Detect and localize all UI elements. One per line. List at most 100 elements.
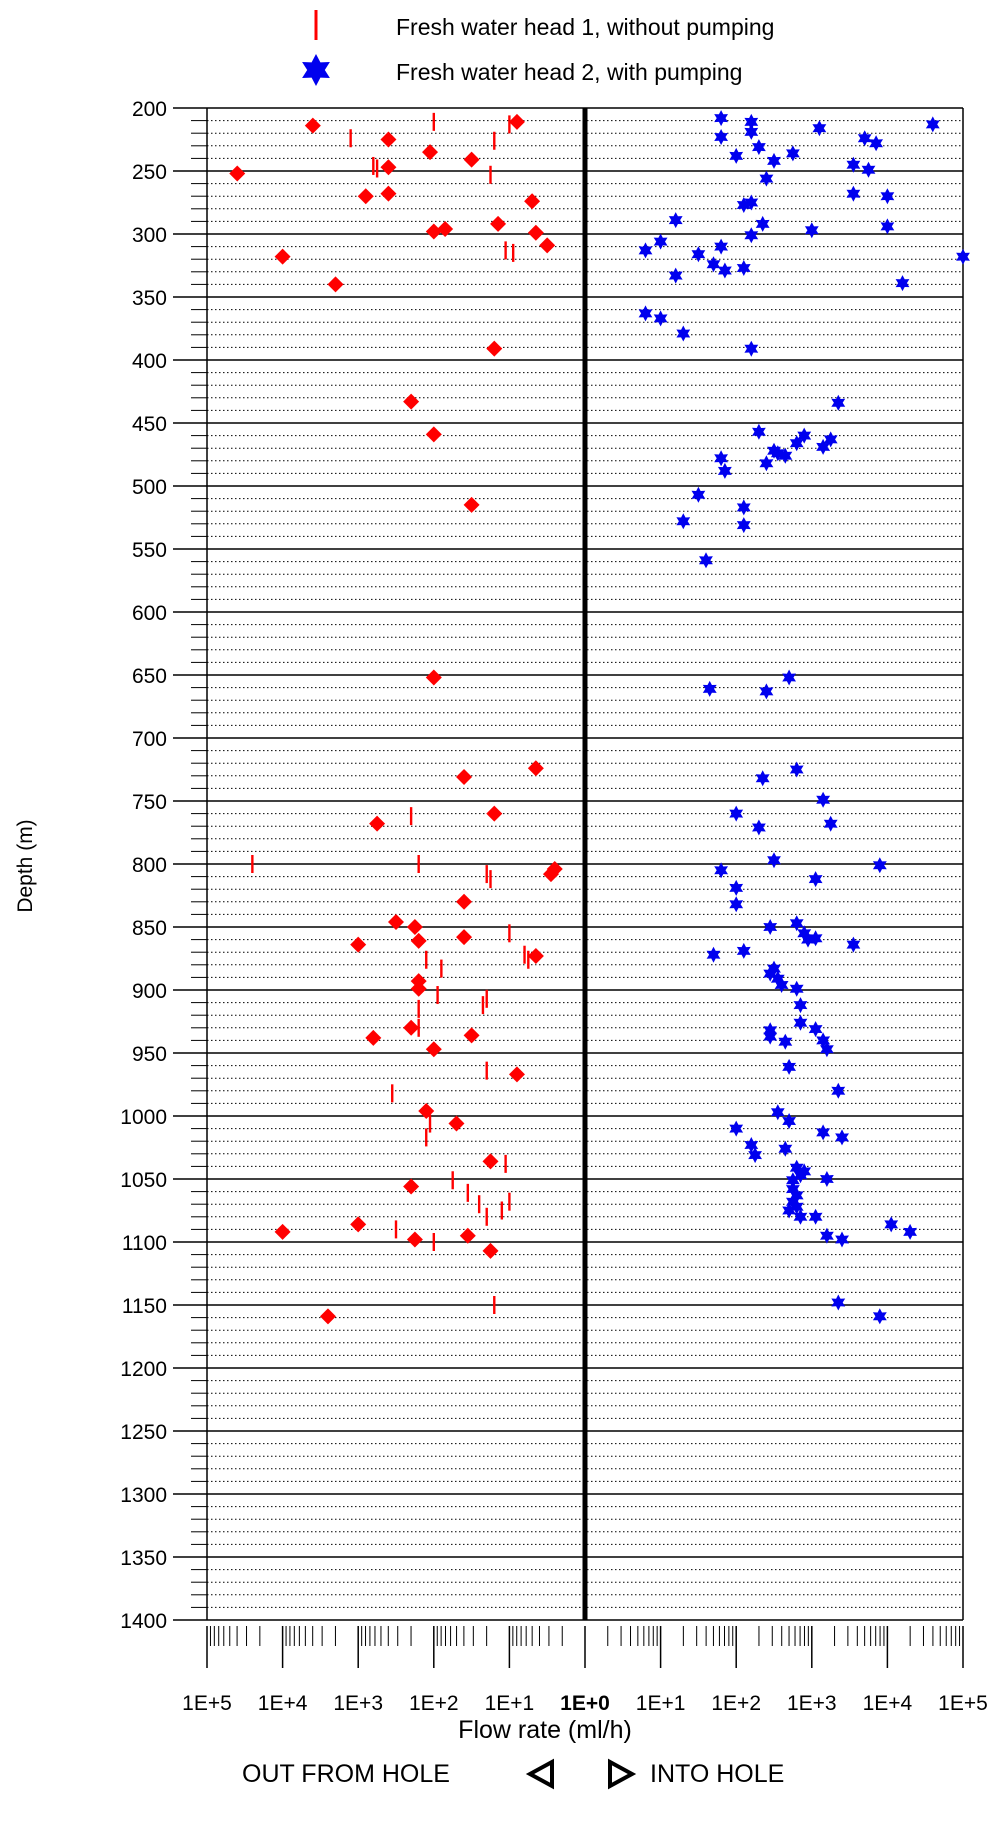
legend-star-shape: [302, 54, 330, 86]
head2-into-point: [789, 1187, 804, 1204]
y-tick-label: 750: [132, 791, 167, 814]
head2-into-point: [835, 1129, 849, 1146]
x-tick-label: 1E+5: [938, 1692, 988, 1715]
y-tick-label: 1300: [120, 1484, 167, 1507]
head2-into-point: [820, 1227, 834, 1244]
head2-out-point: [380, 159, 397, 176]
y-tick-label: 700: [132, 728, 167, 751]
head2-into-point: [714, 129, 728, 145]
head2-into-point: [676, 325, 691, 342]
head2-into-point: [638, 242, 653, 259]
head2-into-point: [736, 517, 751, 534]
y-tick-label: 1000: [120, 1106, 167, 1129]
arrow-right-icon: [608, 1758, 637, 1790]
head2-into-point: [774, 977, 789, 993]
head2-into-point: [789, 980, 804, 997]
head2-into-point: [778, 447, 793, 464]
y-tick-label: 1050: [120, 1169, 167, 1192]
head2-into-point: [857, 130, 872, 147]
head2-into-point: [763, 919, 778, 935]
head2-into-point: [717, 262, 732, 279]
head2-into-point: [884, 1216, 899, 1233]
head2-out-point: [274, 248, 291, 265]
head2-into-point: [691, 246, 706, 263]
x-tick-label: 1E+1: [636, 1692, 686, 1715]
y-tick-label: 600: [132, 602, 167, 625]
head2-out-point: [463, 496, 480, 513]
head2-into-point: [736, 197, 751, 213]
head2-into-point: [767, 152, 781, 169]
y-tick-label: 1400: [120, 1610, 167, 1633]
head2-into-point: [755, 770, 770, 787]
x-axis-title: Flow rate (ml/h): [458, 1716, 632, 1744]
head2-into-point: [801, 931, 815, 948]
head2-into-point: [759, 683, 774, 700]
head2-into-point: [763, 1028, 778, 1045]
y-tick-label: 200: [132, 98, 167, 121]
head2-out-point: [456, 929, 473, 946]
head2-into-point: [793, 997, 808, 1014]
head2-out-point: [406, 1231, 423, 1248]
head2-into-point: [846, 936, 861, 953]
series-0: [251, 112, 530, 1314]
head2-into-point: [789, 915, 804, 932]
head2-into-point: [748, 1147, 762, 1164]
head2-into-point: [752, 423, 766, 440]
y-tick-labels: 200 250 300 350 400 450 500 550 600 650 700 750 800 8…: [120, 98, 167, 1633]
head2-into-point: [846, 156, 861, 173]
y-tick-label: 350: [132, 287, 167, 310]
x-tick-label: 1E+4: [258, 1692, 308, 1715]
head2-into-point: [797, 925, 812, 942]
y-tick-label: 250: [132, 161, 167, 184]
head2-into-point: [778, 1033, 793, 1050]
head2-out-point: [542, 866, 559, 883]
head2-into-point: [759, 170, 774, 187]
head2-out-point: [418, 1102, 435, 1119]
head2-out-point: [456, 893, 473, 910]
head2-into-point: [714, 238, 728, 255]
y-tick-label: 1150: [122, 1295, 167, 1318]
head2-out-point: [403, 393, 420, 410]
head2-out-point: [456, 769, 473, 786]
head2-into-point: [789, 761, 804, 778]
y-tick-label: 850: [132, 917, 167, 940]
head2-into-point: [793, 1014, 808, 1031]
head2-into-point: [880, 188, 895, 205]
head2-out-point: [380, 131, 397, 148]
head2-into-point: [717, 462, 732, 479]
head2-out-point: [369, 815, 386, 832]
head2-into-point: [668, 212, 683, 229]
head2-into-point: [714, 450, 728, 467]
head2-into-point: [895, 275, 910, 292]
head2-out-point: [425, 426, 442, 443]
head2-out-point: [459, 1227, 476, 1244]
y-tick-label: 500: [132, 476, 167, 499]
head2-into-point: [808, 1021, 823, 1038]
head2-into-point: [744, 194, 759, 211]
head2-into-point: [744, 123, 759, 140]
head2-out-point: [350, 936, 367, 953]
head2-into-point: [872, 1308, 887, 1325]
head2-into-point: [846, 185, 861, 202]
legend-head1-label: Fresh water head 1, without pumping: [396, 14, 774, 40]
head2-out-point: [524, 193, 541, 210]
legend-head2-marker: [302, 54, 330, 86]
y-tick-label: 1250: [120, 1421, 167, 1444]
head2-into-point: [831, 1082, 846, 1099]
head2-into-point: [872, 857, 887, 874]
head2-out-point: [274, 1223, 291, 1240]
head2-out-point: [410, 932, 427, 949]
x-tick-label: 1E+1: [485, 1692, 535, 1715]
head2-into-point: [744, 227, 759, 244]
head2-into-point: [880, 218, 895, 235]
y-tick-label: 400: [132, 350, 167, 373]
series-1: [229, 113, 563, 1325]
head2-into-point: [736, 942, 751, 959]
head2-into-point: [789, 1159, 804, 1176]
head2-into-point: [956, 248, 970, 265]
head2-out-point: [463, 1027, 480, 1044]
head2-into-point: [706, 256, 721, 273]
head2-into-point: [804, 222, 819, 239]
head2-into-point: [763, 965, 778, 982]
